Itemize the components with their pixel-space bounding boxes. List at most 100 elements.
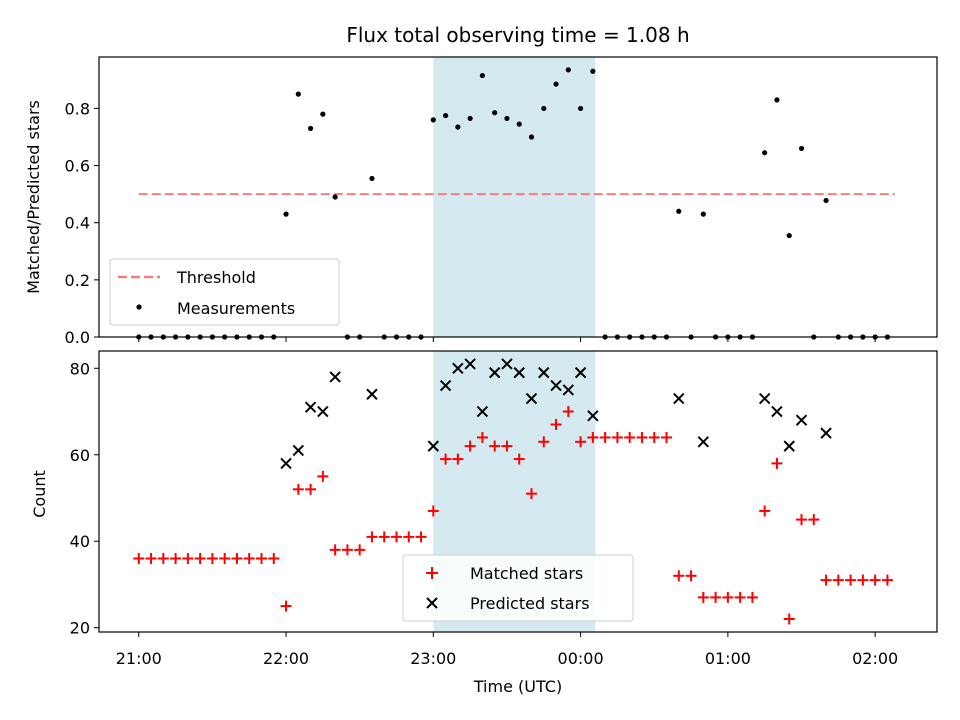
measurement-point <box>700 211 706 217</box>
matched-star-point <box>440 453 452 465</box>
bottom-ytick-label: 40 <box>70 532 90 551</box>
matched-star-point <box>329 544 341 556</box>
matched-star-point <box>820 574 832 586</box>
predicted-star-point <box>292 444 305 457</box>
measurement-point <box>320 111 326 117</box>
top-ytick-label: 0.4 <box>65 214 90 233</box>
matched-star-point <box>734 591 746 603</box>
measurement-point <box>369 175 375 182</box>
matched-star-point <box>145 553 157 565</box>
predicted-star-point <box>697 436 710 448</box>
matched-star-point <box>869 574 881 586</box>
matched-star-point <box>562 406 574 418</box>
measurement-point <box>676 208 682 214</box>
matched-star-point <box>194 553 206 565</box>
top-ytick-label: 0.0 <box>65 328 90 347</box>
matched-star-point <box>501 440 513 452</box>
matched-star-point <box>697 591 709 603</box>
predicted-star-point <box>280 457 292 470</box>
matched-star-point <box>783 613 795 625</box>
matched-star-point <box>832 574 844 586</box>
bottom-ytick-label: 20 <box>70 619 90 638</box>
bottom-plot-frame <box>98 350 938 633</box>
x-tick-label: 23:00 <box>410 649 456 668</box>
measurement-point <box>590 68 596 74</box>
matched-star-point <box>587 431 599 443</box>
predicted-star-point <box>488 366 501 379</box>
matched-star-point <box>182 553 194 565</box>
measurement-point <box>541 105 547 112</box>
matched-star-point <box>403 531 415 543</box>
matched-star-point <box>427 505 439 517</box>
predicted-star-point <box>317 405 329 418</box>
matched-star-point <box>661 431 673 443</box>
measurement-point <box>504 115 510 122</box>
matched-star-point <box>857 574 869 586</box>
x-tick-label: 21:00 <box>116 649 162 668</box>
measurement-point <box>442 112 449 119</box>
matched-star-point <box>796 514 808 526</box>
matched-star-point <box>231 553 243 565</box>
matched-star-point <box>133 553 145 565</box>
matched-star-point <box>341 544 353 556</box>
predicted-star-point <box>439 379 452 392</box>
chart-title: Flux total observing time = 1.08 h <box>346 23 689 47</box>
matched-star-point <box>685 570 697 582</box>
matched-star-point <box>771 457 783 469</box>
measurement-point <box>467 115 473 122</box>
legend-measurements-label: Measurements <box>177 299 295 318</box>
matched-star-point <box>415 531 427 543</box>
x-tick-label: 01:00 <box>705 649 751 668</box>
measurement-point <box>283 211 289 217</box>
measurement-point <box>307 125 314 132</box>
measurement-point <box>516 121 522 127</box>
matched-star-point <box>599 431 611 443</box>
predicted-star-point <box>452 362 464 374</box>
legend-matched-label: Matched stars <box>470 564 583 583</box>
measurement-point <box>823 197 829 204</box>
observing-span <box>433 57 596 337</box>
measurement-point <box>577 105 584 112</box>
predicted-star-point <box>476 405 489 418</box>
top-ytick-label: 0.8 <box>65 99 90 118</box>
measurement-point <box>492 110 498 116</box>
predicted-star-point <box>795 414 808 426</box>
x-tick-label: 00:00 <box>558 649 604 668</box>
matched-star-point <box>808 514 820 526</box>
predicted-star-point <box>525 392 538 405</box>
top-y-axis-label: Matched/Predicted stars <box>24 100 43 294</box>
matched-star-point <box>722 591 734 603</box>
measurement-point <box>774 97 780 103</box>
bottom-ytick-label: 80 <box>70 359 90 378</box>
matched-star-point <box>219 553 231 565</box>
predicted-star-point <box>562 384 575 396</box>
matched-star-point <box>648 431 660 443</box>
measurement-point <box>528 134 535 140</box>
matched-star-point <box>636 431 648 443</box>
legend-predicted-label: Predicted stars <box>470 594 590 613</box>
matched-star-point <box>452 453 464 465</box>
matched-star-point <box>575 436 587 448</box>
bottom-y-axis-label: Count <box>30 470 49 518</box>
measurement-point <box>295 91 301 97</box>
matched-star-point <box>292 483 304 495</box>
predicted-star-point <box>574 366 587 379</box>
predicted-star-point <box>820 427 832 439</box>
top-ytick-label: 0.6 <box>65 157 90 176</box>
matched-star-point <box>611 431 623 443</box>
matched-star-point <box>317 470 329 482</box>
matched-star-point <box>513 453 525 465</box>
matched-star-point <box>305 483 317 495</box>
measurement-point <box>479 72 486 79</box>
matched-star-point <box>845 574 857 586</box>
matched-star-point <box>746 591 758 603</box>
top-plot: 0.00.20.40.60.8 Matched/Predicted stars … <box>24 56 938 347</box>
predicted-star-point <box>427 440 440 452</box>
matched-star-point <box>881 574 893 586</box>
matched-star-point <box>526 488 538 500</box>
predicted-star-point <box>513 366 525 379</box>
predicted-star-point <box>550 379 562 392</box>
matched-star-point <box>243 553 255 565</box>
bottom-legend: Matched stars Predicted stars <box>402 554 634 622</box>
